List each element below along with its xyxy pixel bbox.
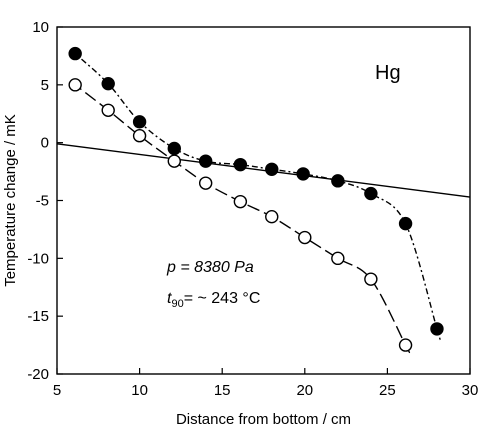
element-label: Hg (375, 62, 401, 84)
reference-line (56, 143, 471, 198)
y-tick-label: 0 (41, 135, 49, 152)
y-tick-label: 10 (32, 19, 49, 36)
filled-data-point (265, 162, 279, 176)
y-tick-label: -20 (27, 366, 49, 383)
open-data-point (298, 230, 312, 245)
x-tick-label: 5 (53, 382, 61, 399)
axes: 5 10 15 20 25 30 -20 -15 -10 -5 0 5 10 Distance from … (2, 19, 478, 428)
filled-data-point (68, 46, 82, 61)
pressure-annotation-text: p = 8380 Pa (166, 259, 254, 276)
filled-data-point (101, 76, 115, 91)
filled-data-point (296, 167, 310, 181)
filled-data-point (398, 216, 413, 231)
t90-annotation: t90= ~ 243 °C (167, 290, 260, 310)
y-tick-label: 5 (41, 77, 49, 94)
open-data-point (233, 194, 248, 209)
open-series-curve (70, 81, 411, 354)
x-tick-label: 15 (214, 382, 231, 399)
open-data-point (364, 272, 378, 286)
filled-data-point (364, 186, 378, 201)
open-data-point (398, 338, 413, 352)
y-tick-label: -10 (27, 250, 49, 267)
open-data-point (132, 129, 147, 143)
open-data-point (101, 103, 115, 117)
y-axis-label: Temperature change / mK (2, 114, 19, 287)
filled-data-point (167, 141, 181, 156)
x-tick-label: 30 (462, 382, 479, 399)
open-data-point (265, 209, 279, 224)
x-tick-label: 25 (379, 382, 396, 399)
open-data-point (68, 78, 82, 92)
y-tick-label: -15 (27, 308, 49, 325)
filled-data-point (233, 157, 248, 172)
t90-suffix: = ~ 243 °C (184, 290, 261, 307)
filled-data-point (331, 174, 345, 188)
series-layer (56, 46, 471, 354)
x-tick-label: 10 (131, 382, 148, 399)
y-tick-label: -5 (36, 193, 49, 210)
open-data-point (198, 176, 213, 190)
open-data-point (167, 154, 181, 168)
annotations: Hg p = 8380 Pa t90= ~ 243 °C (166, 62, 401, 310)
filled-data-point (430, 322, 444, 336)
filled-data-point (132, 115, 147, 129)
x-tick-label: 20 (296, 382, 313, 399)
pressure-annotation: p = 8380 Pa (166, 259, 254, 276)
plot-frame (56, 26, 471, 375)
x-axis-label: Distance from bottom / cm (176, 411, 351, 428)
open-data-point (331, 251, 345, 266)
t90-subscript: 90 (171, 298, 183, 310)
t90-prefix: t (167, 290, 172, 307)
filled-data-point (198, 154, 213, 168)
